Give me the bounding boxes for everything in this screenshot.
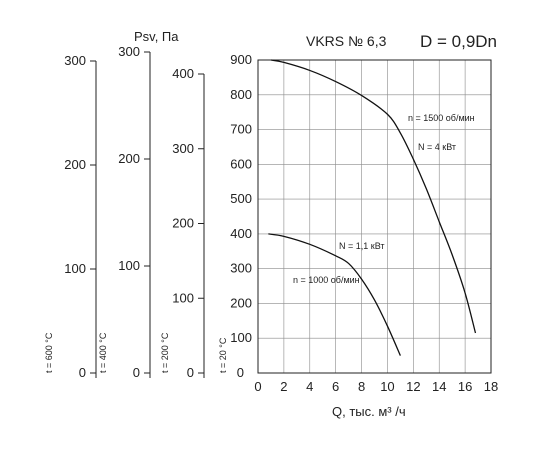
plot-frame (257, 59, 492, 374)
chart-subtitle: D = 0,9Dn (420, 32, 497, 51)
secondary-tick-label: 0 (133, 365, 140, 380)
secondary-tick-label: 0 (79, 365, 86, 380)
y-tick-label: 300 (230, 261, 252, 276)
y-axis-label: Psv, Па (134, 29, 179, 44)
chart-grid (257, 59, 492, 374)
x-tick-label: 8 (358, 379, 365, 394)
series-label-1000rpm: n = 1000 об/мин (293, 275, 360, 285)
series-line-1500rpm (270, 59, 477, 334)
x-tick-label: 16 (458, 379, 472, 394)
axis-temperature-label: t = 400 °C (98, 332, 108, 373)
y-tick-label: 200 (230, 295, 252, 310)
power-label-1-1kw: N = 1,1 кВт (339, 241, 385, 251)
secondary-tick-label: 100 (64, 261, 86, 276)
axis-temperature-label: t = 20 °C (218, 337, 228, 373)
secondary-tick-label: 300 (64, 53, 86, 68)
x-tick-label: 0 (254, 379, 261, 394)
secondary-tick-label: 200 (172, 216, 194, 231)
y-tick-label: 600 (230, 156, 252, 171)
y-tick-label: 400 (230, 226, 252, 241)
chart-title: VKRS № 6,3 (306, 33, 387, 49)
x-tick-label: 10 (380, 379, 394, 394)
x-tick-label: 18 (484, 379, 498, 394)
chart-series (268, 59, 477, 356)
y-tick-label: 500 (230, 191, 252, 206)
y-tick-label: 700 (230, 122, 252, 137)
x-tick-label: 4 (306, 379, 313, 394)
secondary-tick-label: 300 (172, 141, 194, 156)
x-tick-label: 12 (406, 379, 420, 394)
secondary-tick-label: 100 (118, 258, 140, 273)
secondary-tick-label: 200 (118, 151, 140, 166)
axis-temperature-label: t = 600 °C (44, 332, 54, 373)
y-tick-label: 900 (230, 52, 252, 67)
y-tick-label: 100 (230, 330, 252, 345)
axis-temperature-label: t = 200 °C (160, 332, 170, 373)
y-tick-label: 0 (237, 365, 244, 380)
chart-axes (90, 51, 492, 378)
secondary-tick-label: 0 (187, 365, 194, 380)
x-tick-label: 14 (432, 379, 446, 394)
secondary-tick-label: 100 (172, 290, 194, 305)
series-line-1000rpm (268, 233, 401, 356)
x-axis-label: Q, тыс. м³ /ч (332, 404, 406, 419)
secondary-tick-label: 200 (64, 157, 86, 172)
x-tick-label: 6 (332, 379, 339, 394)
series-label-1500rpm: n = 1500 об/мин (408, 113, 475, 123)
secondary-tick-label: 300 (118, 44, 140, 59)
chart-labels: 0 2 4 6 8 10 12 14 16 18 100 200 300 400 500 600 700 800 9… (44, 44, 498, 394)
secondary-tick-label: 400 (172, 66, 194, 81)
power-label-4kw: N = 4 кВт (418, 142, 456, 152)
x-tick-label: 2 (280, 379, 287, 394)
y-tick-label: 800 (230, 87, 252, 102)
